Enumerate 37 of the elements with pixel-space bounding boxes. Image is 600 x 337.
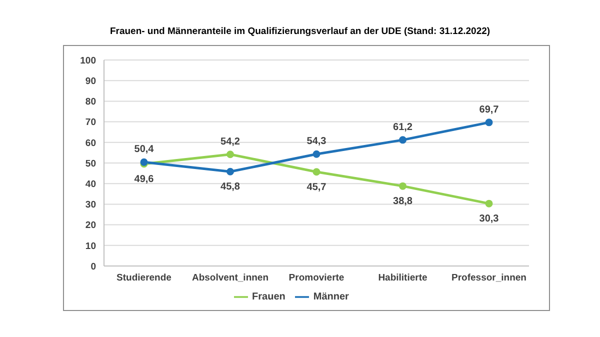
point: [226, 168, 234, 176]
data-label: 30,3: [479, 214, 500, 225]
data-label: 45,7: [306, 182, 327, 193]
data-label: 69,7: [479, 104, 500, 116]
y-tick-label: 80: [85, 96, 96, 108]
data-label: 45,8: [220, 182, 240, 193]
data-label: 50,4: [134, 144, 154, 156]
y-tick-label: 40: [85, 178, 96, 190]
y-tick-label: 90: [85, 76, 96, 87]
data-label: 54,2: [220, 136, 240, 148]
y-tick-label: 0: [90, 261, 96, 272]
chart-title: Frauen- und Männeranteile im Qualifizierungsverlauf an der UDE (Stand: 31.12.2022): [108, 26, 492, 37]
data-label: 38,8: [393, 196, 413, 208]
point: [312, 150, 320, 158]
x-tick-label: Habilitierte: [378, 272, 428, 284]
x-tick-label: Absolvent_innen: [192, 272, 269, 284]
x-tick-label: Studierende: [116, 272, 172, 284]
point: [399, 136, 406, 144]
data-label: 61,2: [393, 122, 413, 133]
point: [485, 118, 493, 126]
data-label: 54,3: [306, 136, 327, 148]
y-tick-label: 60: [85, 138, 96, 149]
y-tick-label: 10: [85, 240, 96, 252]
y-tick-label: 30: [85, 200, 96, 211]
y-tick-label: 50: [85, 158, 96, 170]
data-label: 49,6: [134, 174, 154, 185]
point: [485, 200, 493, 208]
x-tick-label: Professor_innen: [452, 272, 527, 284]
legend-label: Frauen: [252, 292, 286, 303]
y-tick-label: 70: [85, 117, 96, 128]
y-tick-label: 100: [80, 55, 96, 66]
legend-label: Männer: [313, 292, 349, 303]
y-tick-label: 20: [85, 220, 96, 232]
point: [312, 168, 320, 176]
point: [226, 150, 234, 158]
point: [399, 182, 406, 190]
x-tick-label: Promovierte: [288, 272, 344, 284]
